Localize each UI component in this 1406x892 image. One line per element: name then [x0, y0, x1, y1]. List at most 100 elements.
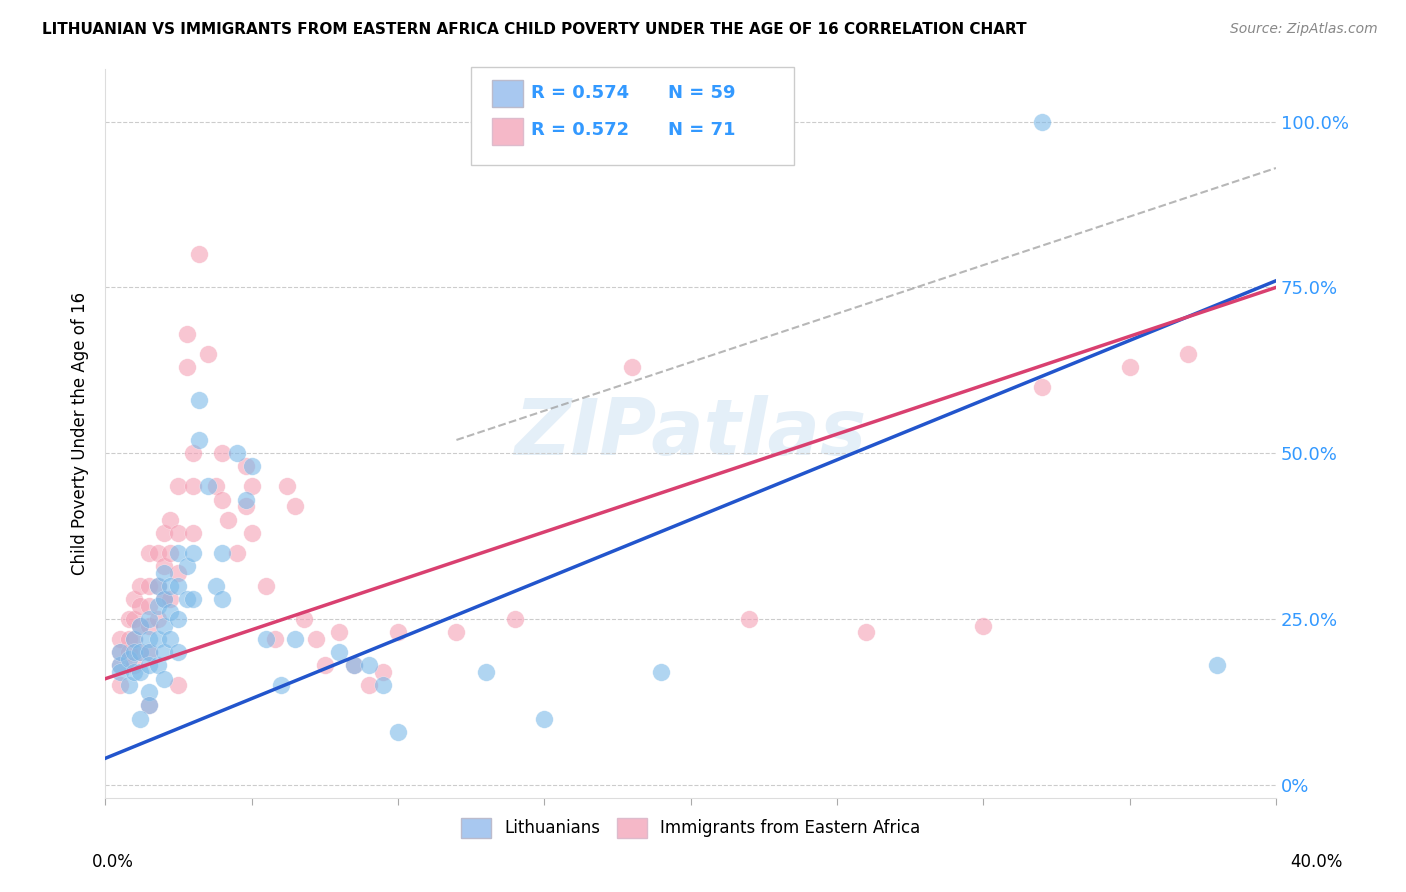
Text: 40.0%: 40.0%: [1291, 853, 1343, 871]
Point: [146, 658, 169, 673]
Point: [264, 632, 287, 646]
Point: [343, 658, 366, 673]
Point: [129, 665, 152, 679]
Point: [972, 618, 994, 632]
Point: [387, 724, 409, 739]
Point: [159, 579, 181, 593]
Point: [276, 479, 298, 493]
Point: [129, 599, 152, 613]
Point: [152, 618, 174, 632]
Point: [108, 678, 131, 692]
Point: [181, 446, 204, 460]
Point: [152, 592, 174, 607]
Point: [124, 665, 146, 679]
Point: [226, 446, 249, 460]
Point: [146, 579, 169, 593]
Point: [167, 525, 190, 540]
Point: [1118, 359, 1140, 374]
Text: Source: ZipAtlas.com: Source: ZipAtlas.com: [1230, 22, 1378, 37]
Point: [855, 625, 877, 640]
Text: LITHUANIAN VS IMMIGRANTS FROM EASTERN AFRICA CHILD POVERTY UNDER THE AGE OF 16 C: LITHUANIAN VS IMMIGRANTS FROM EASTERN AF…: [42, 22, 1026, 37]
Point: [176, 559, 198, 574]
Point: [314, 658, 336, 673]
Point: [146, 579, 169, 593]
Point: [176, 359, 198, 374]
Point: [167, 566, 190, 580]
Point: [117, 612, 139, 626]
Point: [167, 479, 190, 493]
Point: [305, 632, 328, 646]
Point: [138, 612, 160, 626]
Point: [108, 645, 131, 659]
Point: [533, 712, 555, 726]
Point: [217, 512, 239, 526]
Point: [146, 612, 169, 626]
Point: [211, 446, 233, 460]
Point: [235, 492, 257, 507]
Text: R = 0.574: R = 0.574: [531, 84, 630, 102]
Point: [343, 658, 366, 673]
Point: [181, 479, 204, 493]
Point: [240, 459, 263, 474]
Point: [129, 645, 152, 659]
Point: [181, 546, 204, 560]
Point: [159, 606, 181, 620]
Point: [138, 698, 160, 713]
Point: [138, 698, 160, 713]
Point: [124, 632, 146, 646]
Point: [152, 672, 174, 686]
Point: [270, 678, 292, 692]
Point: [159, 592, 181, 607]
Point: [226, 546, 249, 560]
Point: [108, 665, 131, 679]
Point: [1206, 658, 1229, 673]
Point: [129, 712, 152, 726]
Point: [159, 512, 181, 526]
Point: [373, 665, 395, 679]
Point: [138, 645, 160, 659]
Point: [211, 546, 233, 560]
Point: [211, 592, 233, 607]
Point: [197, 479, 219, 493]
Text: 0.0%: 0.0%: [91, 853, 134, 871]
Text: N = 59: N = 59: [668, 84, 735, 102]
Point: [146, 632, 169, 646]
Point: [292, 612, 315, 626]
Point: [108, 645, 131, 659]
Point: [187, 247, 209, 261]
Point: [138, 618, 160, 632]
Point: [129, 618, 152, 632]
Point: [159, 632, 181, 646]
Point: [187, 433, 209, 447]
Y-axis label: Child Poverty Under the Age of 16: Child Poverty Under the Age of 16: [72, 292, 89, 574]
Point: [138, 599, 160, 613]
Point: [240, 479, 263, 493]
Point: [621, 359, 644, 374]
Point: [108, 658, 131, 673]
Point: [373, 678, 395, 692]
Text: N = 71: N = 71: [668, 121, 735, 139]
Point: [108, 658, 131, 673]
Point: [146, 599, 169, 613]
Point: [187, 393, 209, 408]
Point: [129, 618, 152, 632]
Point: [254, 632, 277, 646]
Point: [167, 612, 190, 626]
Point: [138, 579, 160, 593]
Point: [205, 579, 228, 593]
Point: [167, 645, 190, 659]
Point: [503, 612, 526, 626]
Point: [176, 326, 198, 341]
Point: [152, 645, 174, 659]
Point: [284, 500, 307, 514]
Point: [117, 632, 139, 646]
Point: [1177, 347, 1199, 361]
Point: [138, 546, 160, 560]
Text: ZIPatlas: ZIPatlas: [515, 395, 866, 471]
Point: [284, 632, 307, 646]
Point: [235, 500, 257, 514]
Point: [117, 645, 139, 659]
Point: [138, 645, 160, 659]
Point: [138, 685, 160, 699]
Point: [328, 645, 350, 659]
